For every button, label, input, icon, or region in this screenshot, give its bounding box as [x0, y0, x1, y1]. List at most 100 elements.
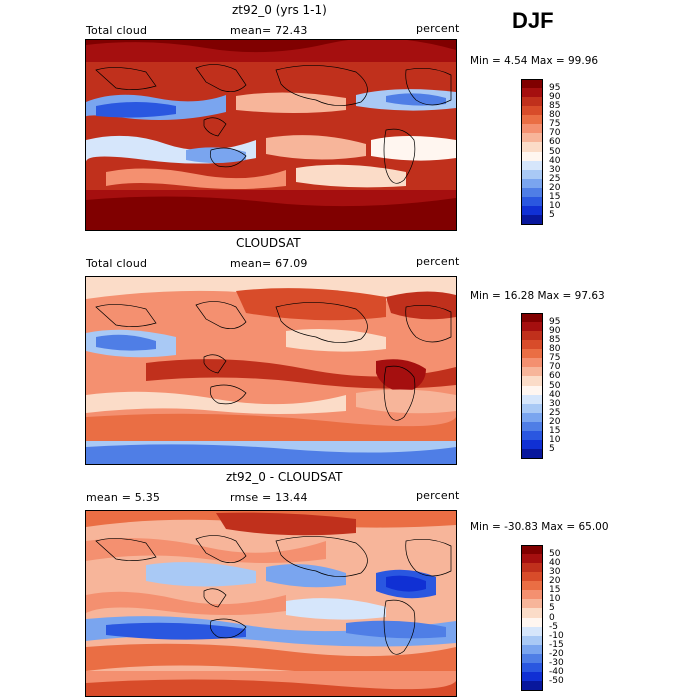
colorbar-swatch: [521, 671, 543, 682]
colorbar-swatch: [521, 653, 543, 664]
colorbar-swatch: [521, 394, 543, 405]
colorbar-tick-label: -5: [549, 621, 558, 632]
colorbar-swatch: [521, 581, 543, 591]
colorbar-swatch: [521, 196, 543, 207]
colorbar-tick-label: 30: [549, 567, 561, 578]
colorbar-swatch: [521, 340, 543, 350]
colorbar-tick-label: -40: [549, 666, 564, 677]
colorbar-tick-label: 0: [549, 612, 555, 623]
colorbar-swatch: [521, 349, 543, 359]
panel-1-map: [85, 39, 457, 231]
colorbar-swatch: [521, 331, 543, 341]
colorbar-tick-label: 40: [549, 558, 561, 569]
colorbar-swatch: [521, 367, 543, 377]
panel-3-colorbar: 50 40 30 20 15 10 5 0 -5 -10 -15 -20 -30 -40 -50: [521, 545, 581, 691]
colorbar-swatch: [521, 617, 543, 628]
colorbar-tick-label: 50: [549, 380, 561, 391]
colorbar-tick-label: 80: [549, 344, 561, 355]
colorbar-tick-label: -15: [549, 639, 564, 650]
panel-3-map-field: [86, 511, 456, 696]
colorbar-swatch: [521, 97, 543, 107]
colorbar-tick-label: 80: [549, 110, 561, 121]
colorbar-swatch: [521, 421, 543, 432]
colorbar-swatch: [521, 590, 543, 600]
colorbar-tick-label: 20: [549, 416, 561, 427]
panel-2-map: [85, 276, 457, 465]
colorbar-tick-label: 90: [549, 92, 561, 103]
colorbar-tick-label: 85: [549, 335, 561, 346]
panel-1-title: zt92_0 (yrs 1-1): [232, 3, 327, 17]
colorbar-swatch: [521, 448, 543, 459]
colorbar-tick-label: 20: [549, 182, 561, 193]
colorbar-swatch: [521, 178, 543, 189]
season-label: DJF: [512, 8, 554, 33]
colorbar-tick-label: 30: [549, 398, 561, 409]
panel-2-min-max: Min = 16.28 Max = 97.63: [470, 290, 605, 302]
panel-3-min-max: Min = -30.83 Max = 65.00: [470, 521, 609, 533]
colorbar-swatch: [521, 313, 543, 323]
colorbar-swatch: [521, 88, 543, 98]
colorbar-swatch: [521, 554, 543, 564]
panel-3-mean-label: mean = 5.35: [86, 491, 161, 504]
panel-3-units-label: percent: [416, 489, 460, 502]
colorbar-swatch: [521, 142, 543, 152]
colorbar-swatch: [521, 385, 543, 396]
colorbar-tick-label: 75: [549, 119, 561, 130]
colorbar-tick-label: -30: [549, 657, 564, 668]
colorbar-swatch: [521, 680, 543, 691]
panel-2-colorbar: 95 90 85 80 75 70 60 50 40 30 25 20 15 10 5: [521, 313, 581, 459]
colorbar-tick-label: 40: [549, 389, 561, 400]
colorbar-swatch: [521, 545, 543, 555]
colorbar-swatch: [521, 151, 543, 162]
colorbar-tick-label: 10: [549, 434, 561, 445]
colorbar-swatch: [521, 599, 543, 609]
panel-2-map-field: [86, 277, 456, 464]
colorbar-tick-label: 5: [549, 209, 555, 220]
panel-3-rmse-label: rmse = 13.44: [230, 491, 308, 504]
colorbar-tick-label: 15: [549, 191, 561, 202]
panel-2-title: CLOUDSAT: [236, 236, 301, 250]
colorbar-swatch: [521, 205, 543, 216]
colorbar-tick-label: 5: [549, 603, 555, 614]
colorbar-tick-label: 25: [549, 407, 561, 418]
panel-2-units-label: percent: [416, 255, 460, 268]
colorbar-swatch: [521, 160, 543, 171]
colorbar-tick-label: 5: [549, 443, 555, 454]
colorbar-tick-label: 95: [549, 317, 561, 328]
panel-1-map-field: [86, 40, 456, 230]
colorbar-swatch: [521, 124, 543, 134]
colorbar-tick-label: 95: [549, 83, 561, 94]
panel-1-variable-label: Total cloud: [86, 24, 148, 37]
colorbar-swatch: [521, 79, 543, 89]
colorbar-swatch: [521, 376, 543, 386]
colorbar-swatch: [521, 412, 543, 423]
colorbar-tick-label: -20: [549, 648, 564, 659]
colorbar-tick-label: 30: [549, 164, 561, 175]
colorbar-swatch: [521, 439, 543, 450]
panel-2-variable-label: Total cloud: [86, 257, 148, 270]
colorbar-swatch: [521, 563, 543, 573]
panel-2-mean-label: mean= 67.09: [230, 257, 308, 270]
colorbar-swatch: [521, 115, 543, 125]
colorbar-tick-label: -50: [549, 675, 564, 686]
colorbar-tick-label: 75: [549, 353, 561, 364]
colorbar-tick-label: 15: [549, 425, 561, 436]
colorbar-tick-label: 50: [549, 146, 561, 157]
colorbar-tick-label: -10: [549, 630, 564, 641]
colorbar-tick-label: 20: [549, 576, 561, 587]
colorbar-tick-label: 85: [549, 101, 561, 112]
colorbar-swatch: [521, 106, 543, 116]
panel-1-colorbar: 95 90 85 80 75 70 60 50 40 30 25 20 15 10 5: [521, 79, 581, 225]
colorbar-tick-label: 25: [549, 173, 561, 184]
colorbar-tick-label: 15: [549, 585, 561, 596]
colorbar-tick-label: 50: [549, 549, 561, 560]
colorbar-swatch: [521, 635, 543, 646]
colorbar-tick-label: 10: [549, 200, 561, 211]
colorbar-swatch: [521, 644, 543, 655]
panel-3-map: [85, 510, 457, 697]
panel-1-mean-label: mean= 72.43: [230, 24, 308, 37]
panel-1-units-label: percent: [416, 22, 460, 35]
colorbar-swatch: [521, 626, 543, 637]
colorbar-swatch: [521, 169, 543, 180]
colorbar-swatch: [521, 358, 543, 368]
